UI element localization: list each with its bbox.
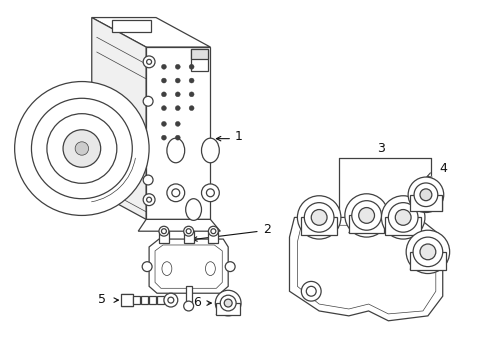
Circle shape xyxy=(345,194,389,237)
Circle shape xyxy=(162,121,167,126)
Circle shape xyxy=(189,106,194,111)
Circle shape xyxy=(63,130,100,167)
Bar xyxy=(216,303,240,315)
Circle shape xyxy=(31,98,132,199)
Circle shape xyxy=(175,64,180,69)
Circle shape xyxy=(413,237,443,267)
Ellipse shape xyxy=(205,262,215,275)
Circle shape xyxy=(75,142,89,155)
Circle shape xyxy=(162,92,167,97)
Ellipse shape xyxy=(201,138,220,163)
Circle shape xyxy=(184,301,194,311)
Bar xyxy=(159,231,169,243)
Circle shape xyxy=(414,183,438,207)
Polygon shape xyxy=(112,19,151,32)
Bar xyxy=(157,296,164,304)
Circle shape xyxy=(406,230,450,274)
Bar xyxy=(184,231,194,243)
Circle shape xyxy=(147,197,151,202)
Circle shape xyxy=(215,290,241,316)
Ellipse shape xyxy=(162,262,172,275)
Circle shape xyxy=(162,78,167,83)
Bar xyxy=(133,296,140,304)
Bar xyxy=(386,217,421,235)
Circle shape xyxy=(224,299,232,307)
Polygon shape xyxy=(149,239,228,293)
Circle shape xyxy=(389,203,418,232)
Polygon shape xyxy=(92,18,146,219)
Circle shape xyxy=(142,262,152,271)
Circle shape xyxy=(175,121,180,126)
Text: 3: 3 xyxy=(377,142,385,155)
Text: 1: 1 xyxy=(235,130,243,143)
Circle shape xyxy=(143,56,155,68)
Circle shape xyxy=(162,135,167,140)
Circle shape xyxy=(206,189,214,197)
Circle shape xyxy=(168,297,174,303)
Circle shape xyxy=(162,64,167,69)
Circle shape xyxy=(301,282,321,301)
Ellipse shape xyxy=(186,199,201,220)
Circle shape xyxy=(47,114,117,183)
Circle shape xyxy=(408,177,444,212)
Circle shape xyxy=(352,201,381,230)
Circle shape xyxy=(172,189,180,197)
Circle shape xyxy=(159,226,169,236)
Polygon shape xyxy=(146,47,210,219)
Circle shape xyxy=(211,229,216,234)
Bar xyxy=(349,215,384,233)
Circle shape xyxy=(225,262,235,271)
Circle shape xyxy=(311,210,327,225)
Circle shape xyxy=(184,226,194,236)
Text: 5: 5 xyxy=(98,293,106,306)
Circle shape xyxy=(175,135,180,140)
Circle shape xyxy=(220,295,236,311)
Bar xyxy=(141,296,148,304)
Bar xyxy=(410,195,442,211)
Bar xyxy=(410,252,446,270)
Circle shape xyxy=(175,106,180,111)
Circle shape xyxy=(164,293,178,307)
Circle shape xyxy=(297,196,341,239)
Circle shape xyxy=(167,184,185,202)
Circle shape xyxy=(147,59,151,64)
Bar xyxy=(186,286,192,306)
Circle shape xyxy=(175,92,180,97)
Circle shape xyxy=(420,244,436,260)
Ellipse shape xyxy=(167,138,185,163)
Circle shape xyxy=(381,196,425,239)
Circle shape xyxy=(208,226,219,236)
Text: 6: 6 xyxy=(193,296,200,309)
Circle shape xyxy=(143,194,155,206)
Bar xyxy=(208,231,219,243)
Circle shape xyxy=(175,78,180,83)
Bar xyxy=(191,49,208,71)
Circle shape xyxy=(189,78,194,83)
Bar xyxy=(122,294,133,306)
Circle shape xyxy=(420,189,432,201)
Text: 2: 2 xyxy=(263,223,270,236)
Circle shape xyxy=(186,229,191,234)
Circle shape xyxy=(162,229,167,234)
Circle shape xyxy=(395,210,411,225)
Polygon shape xyxy=(92,18,210,47)
Circle shape xyxy=(143,175,153,185)
Bar xyxy=(301,217,337,235)
Circle shape xyxy=(189,92,194,97)
Bar xyxy=(191,49,208,59)
Circle shape xyxy=(201,184,220,202)
Circle shape xyxy=(189,64,194,69)
Polygon shape xyxy=(138,219,220,231)
Circle shape xyxy=(143,96,153,106)
Circle shape xyxy=(306,286,316,296)
Circle shape xyxy=(15,82,149,215)
Polygon shape xyxy=(297,225,436,314)
Circle shape xyxy=(162,106,167,111)
Polygon shape xyxy=(155,245,222,288)
Bar xyxy=(149,296,156,304)
Circle shape xyxy=(359,208,374,223)
Circle shape xyxy=(304,203,334,232)
Polygon shape xyxy=(290,217,443,321)
Text: 4: 4 xyxy=(440,162,448,175)
